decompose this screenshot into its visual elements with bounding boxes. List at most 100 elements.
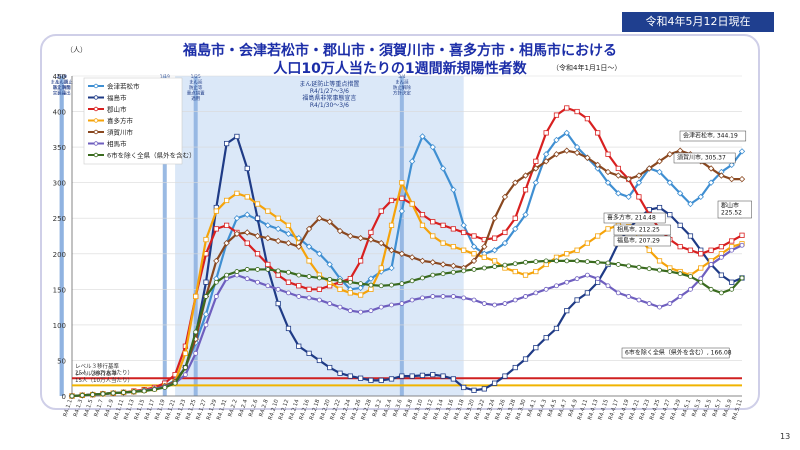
data-point	[512, 297, 518, 303]
data-point	[594, 161, 601, 169]
data-point	[347, 279, 353, 285]
data-point	[595, 259, 601, 265]
data-point	[492, 235, 498, 241]
data-point	[688, 286, 693, 292]
data-point	[388, 376, 395, 382]
legend-label: 須賀川市	[107, 128, 134, 137]
data-point	[626, 263, 632, 269]
data-point	[450, 262, 457, 270]
legend-label: 会津若松市	[107, 82, 140, 91]
data-point	[461, 229, 467, 236]
data-point	[605, 260, 611, 266]
data-point	[378, 265, 384, 271]
data-point	[408, 158, 416, 165]
chart-title-line2: 人口10万人当たりの1週間新規陽性者数	[273, 61, 527, 77]
data-point	[254, 232, 261, 240]
data-point	[162, 385, 168, 390]
data-point	[100, 391, 106, 397]
data-point	[306, 258, 312, 264]
x-tick-label: R4.5.11	[732, 399, 744, 421]
data-point	[265, 261, 271, 268]
data-point	[408, 254, 416, 261]
data-point	[522, 211, 529, 218]
data-point	[481, 265, 487, 271]
data-point	[656, 158, 663, 165]
data-point	[378, 208, 384, 214]
data-point	[707, 179, 715, 186]
data-point	[316, 286, 322, 292]
x-tick-label: R4.2.2	[228, 399, 239, 418]
end-label-box-4	[613, 224, 671, 236]
data-point	[409, 278, 415, 284]
data-point	[244, 240, 250, 246]
data-point	[615, 262, 621, 267]
data-point	[646, 165, 653, 172]
data-point	[543, 130, 549, 136]
data-point	[409, 201, 415, 207]
legend-marker	[93, 95, 99, 100]
data-point	[327, 301, 333, 306]
legend-label: 6市を除く全県（県外を含む）	[107, 151, 196, 160]
data-point	[358, 258, 364, 264]
end-label-box-6	[621, 347, 730, 359]
data-point	[532, 165, 540, 172]
data-point	[275, 300, 281, 307]
data-point	[553, 112, 560, 118]
data-point	[213, 294, 219, 299]
data-point	[636, 194, 642, 200]
data-point	[347, 373, 353, 379]
data-point	[667, 269, 673, 274]
data-point	[368, 286, 374, 292]
end-label-box-2	[717, 200, 752, 219]
event-line-4	[399, 76, 404, 396]
reference-label-0: レベル３移行基準 25人（10万人当たり）	[75, 362, 133, 377]
legend-marker	[93, 129, 99, 135]
data-point	[553, 325, 560, 332]
data-point	[141, 388, 147, 394]
data-point	[461, 268, 467, 274]
x-tick-label: R4.4.29	[670, 398, 682, 421]
data-point	[316, 275, 322, 281]
data-point	[471, 251, 477, 257]
x-tick-label: R4.1.7	[94, 398, 105, 417]
x-tick-label: R4.1.5	[83, 398, 94, 417]
data-point	[676, 147, 684, 154]
data-point	[358, 281, 364, 287]
x-tick-label: R4.5.3	[691, 398, 702, 417]
data-point	[646, 301, 652, 306]
data-point	[265, 283, 271, 289]
data-point	[152, 387, 157, 393]
data-point	[574, 258, 580, 264]
data-point	[564, 258, 570, 264]
data-point	[502, 262, 508, 268]
date-badge: 令和4年5月12日現在	[622, 12, 774, 32]
data-point	[419, 133, 426, 140]
x-tick-label: R4.4.1	[527, 399, 538, 418]
data-point	[512, 215, 518, 221]
data-point	[440, 240, 446, 246]
data-point	[512, 261, 518, 267]
data-point	[306, 286, 312, 292]
data-point	[543, 258, 549, 264]
data-point	[213, 208, 219, 214]
x-tick-label: R4.4.9	[568, 398, 579, 417]
legend-label: 喜多方市	[107, 116, 134, 125]
y-tick-label: 400	[53, 109, 66, 117]
data-point	[522, 172, 529, 179]
data-point	[193, 293, 199, 300]
data-point	[182, 365, 188, 370]
data-point	[110, 390, 116, 396]
data-point	[657, 304, 662, 310]
data-point	[471, 267, 477, 272]
data-point	[440, 222, 446, 228]
data-point	[182, 350, 188, 356]
data-point	[708, 286, 714, 292]
data-point	[274, 237, 282, 245]
end-label-6: 6市を除く全県（県外を含む）, 166.08	[625, 349, 732, 357]
event-label-4: 3/4 まん延防止解除方針決定	[393, 74, 411, 97]
data-point	[430, 372, 436, 378]
data-point	[337, 304, 343, 310]
legend-label: 福島市	[107, 93, 127, 102]
data-point	[224, 197, 230, 204]
